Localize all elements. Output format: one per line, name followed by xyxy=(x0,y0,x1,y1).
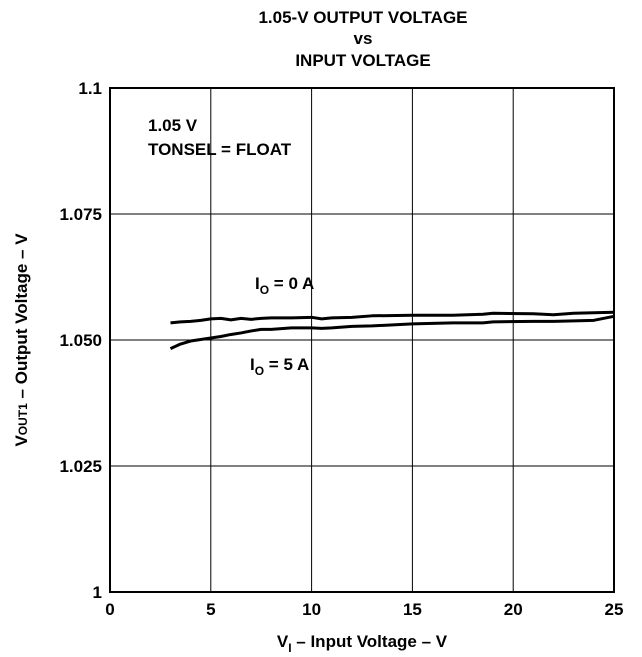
x-axis-label-rest: – Input Voltage – V xyxy=(292,632,448,651)
annotation-tonsel: TONSEL = FLOAT xyxy=(148,140,292,159)
chart-title-line-2: vs xyxy=(354,29,373,48)
y-tick-label: 1.075 xyxy=(59,205,102,224)
series-label-io-0a: IO = 0 A xyxy=(255,274,314,297)
series-label-io-0a-main: I xyxy=(255,274,260,293)
y-axis-label: VOUT1 – Output Voltage – V xyxy=(12,233,31,447)
x-axis-label-sub: I xyxy=(288,641,291,655)
y-axis-label-rest: – Output Voltage – V xyxy=(12,233,31,403)
chart-title-line-3: INPUT VOLTAGE xyxy=(295,51,430,70)
plot-frame xyxy=(109,87,615,593)
annotation-voltage: 1.05 V xyxy=(148,116,198,135)
series-line-0 xyxy=(170,310,615,325)
x-tick-label: 20 xyxy=(504,600,523,619)
series-label-io-5a-rest: = 5 A xyxy=(264,355,309,374)
y-tick-label: 1.1 xyxy=(78,79,102,98)
x-tick-labels: 0 5 10 15 20 25 xyxy=(105,600,623,619)
x-tick-label: 5 xyxy=(206,600,215,619)
series-line-1 xyxy=(169,314,615,350)
y-tick-label: 1 xyxy=(93,583,102,602)
chart-title-line-1: 1.05-V OUTPUT VOLTAGE xyxy=(258,8,467,27)
x-axis-label-main: V xyxy=(277,632,289,651)
annotation-group: 1.05 V TONSEL = FLOAT xyxy=(148,116,292,159)
y-axis-label-sub: OUT1 xyxy=(16,403,30,435)
x-tick-label: 10 xyxy=(302,600,321,619)
y-tick-label: 1.025 xyxy=(59,457,102,476)
x-tick-label: 0 xyxy=(105,600,114,619)
series-label-io-0a-sub: O xyxy=(260,283,269,297)
x-axis-label: VI – Input Voltage – V xyxy=(277,632,448,655)
y-tick-labels: 1 1.025 1.050 1.075 1.1 xyxy=(59,79,102,602)
x-tick-label: 15 xyxy=(403,600,422,619)
chart-title: 1.05-V OUTPUT VOLTAGE vs INPUT VOLTAGE xyxy=(258,8,467,70)
series-label-io-5a-sub: O xyxy=(255,364,264,378)
y-axis-label-main: V xyxy=(12,435,31,447)
series-lines xyxy=(169,310,615,350)
x-tick-label: 25 xyxy=(605,600,624,619)
series-label-io-5a: IO = 5 A xyxy=(250,355,309,378)
series-label-io-5a-main: I xyxy=(250,355,255,374)
series-label-io-0a-rest: = 0 A xyxy=(269,274,314,293)
grid xyxy=(110,88,614,592)
y-tick-label: 1.050 xyxy=(59,331,102,350)
